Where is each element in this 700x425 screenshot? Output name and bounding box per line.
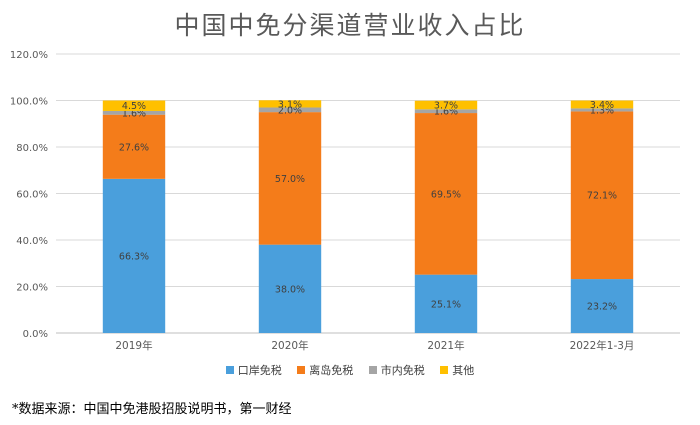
bar-segment [414,274,478,333]
bar-segment [414,100,478,110]
bar-segment [570,108,634,112]
bar-segment [102,110,166,115]
bar-segment [258,244,322,333]
legend-item-kouan: 口岸免税 [225,362,282,378]
data-label: 23.2% [587,302,617,313]
data-label: 3.1% [278,99,302,110]
bar-segment [102,100,166,111]
x-tick-label: 2020年 [271,339,308,352]
data-label: 4.5% [122,101,146,112]
data-label: 1.6% [434,107,458,118]
data-label: 27.6% [119,142,149,153]
data-label: 1.3% [590,105,614,116]
x-tick-label: 2019年 [115,339,152,352]
data-label: 72.1% [587,191,617,202]
x-tick-label: 2021年 [427,339,464,352]
bar-segment [258,112,322,245]
data-label: 69.5% [431,189,461,200]
data-label: 57.0% [275,174,305,185]
y-tick-label: 100.0% [10,97,48,108]
bar-segment [258,100,322,108]
legend-item-shinei: 市内免税 [368,362,425,378]
x-tick-label: 2022年1-3月 [570,339,635,352]
legend-item-other: 其他 [440,362,474,378]
bar-segment [414,109,478,114]
bar-segment [258,107,322,113]
y-tick-label: 120.0% [10,50,48,61]
chart-legend: 口岸免税 离岛免税 市内免税 其他 [0,362,700,378]
bar-segment [570,100,634,109]
y-tick-label: 80.0% [16,143,48,154]
bar-segment [414,113,478,275]
bar-segment [102,114,166,179]
data-label: 2.0% [278,105,302,116]
legend-label: 离岛免税 [309,364,354,377]
source-note: *数据来源：中国中免港股招股说明书，第一财经 [12,402,292,417]
y-tick-label: 60.0% [16,190,48,201]
data-label: 66.3% [119,251,149,262]
legend-swatch [440,366,449,374]
data-label: 25.1% [431,299,461,310]
legend-swatch [225,366,234,374]
legend-label: 市内免税 [380,364,425,377]
legend-swatch [368,366,377,374]
chart-title: 中国中免分渠道营业收入占比 [174,11,526,40]
bar-segment [570,111,634,280]
data-label: 3.7% [434,101,458,112]
legend-item-lidao: 离岛免税 [297,362,353,378]
bar-segment [102,178,166,333]
bar-segment [570,279,634,333]
legend-label: 口岸免税 [237,364,282,377]
data-label: 38.0% [275,284,305,295]
y-tick-label: 20.0% [16,283,48,294]
data-label: 1.6% [122,108,146,119]
y-tick-label: 0.0% [23,329,48,340]
legend-label: 其他 [452,364,475,377]
y-tick-label: 40.0% [16,236,48,247]
data-label: 3.4% [590,100,614,111]
legend-swatch [297,366,306,374]
